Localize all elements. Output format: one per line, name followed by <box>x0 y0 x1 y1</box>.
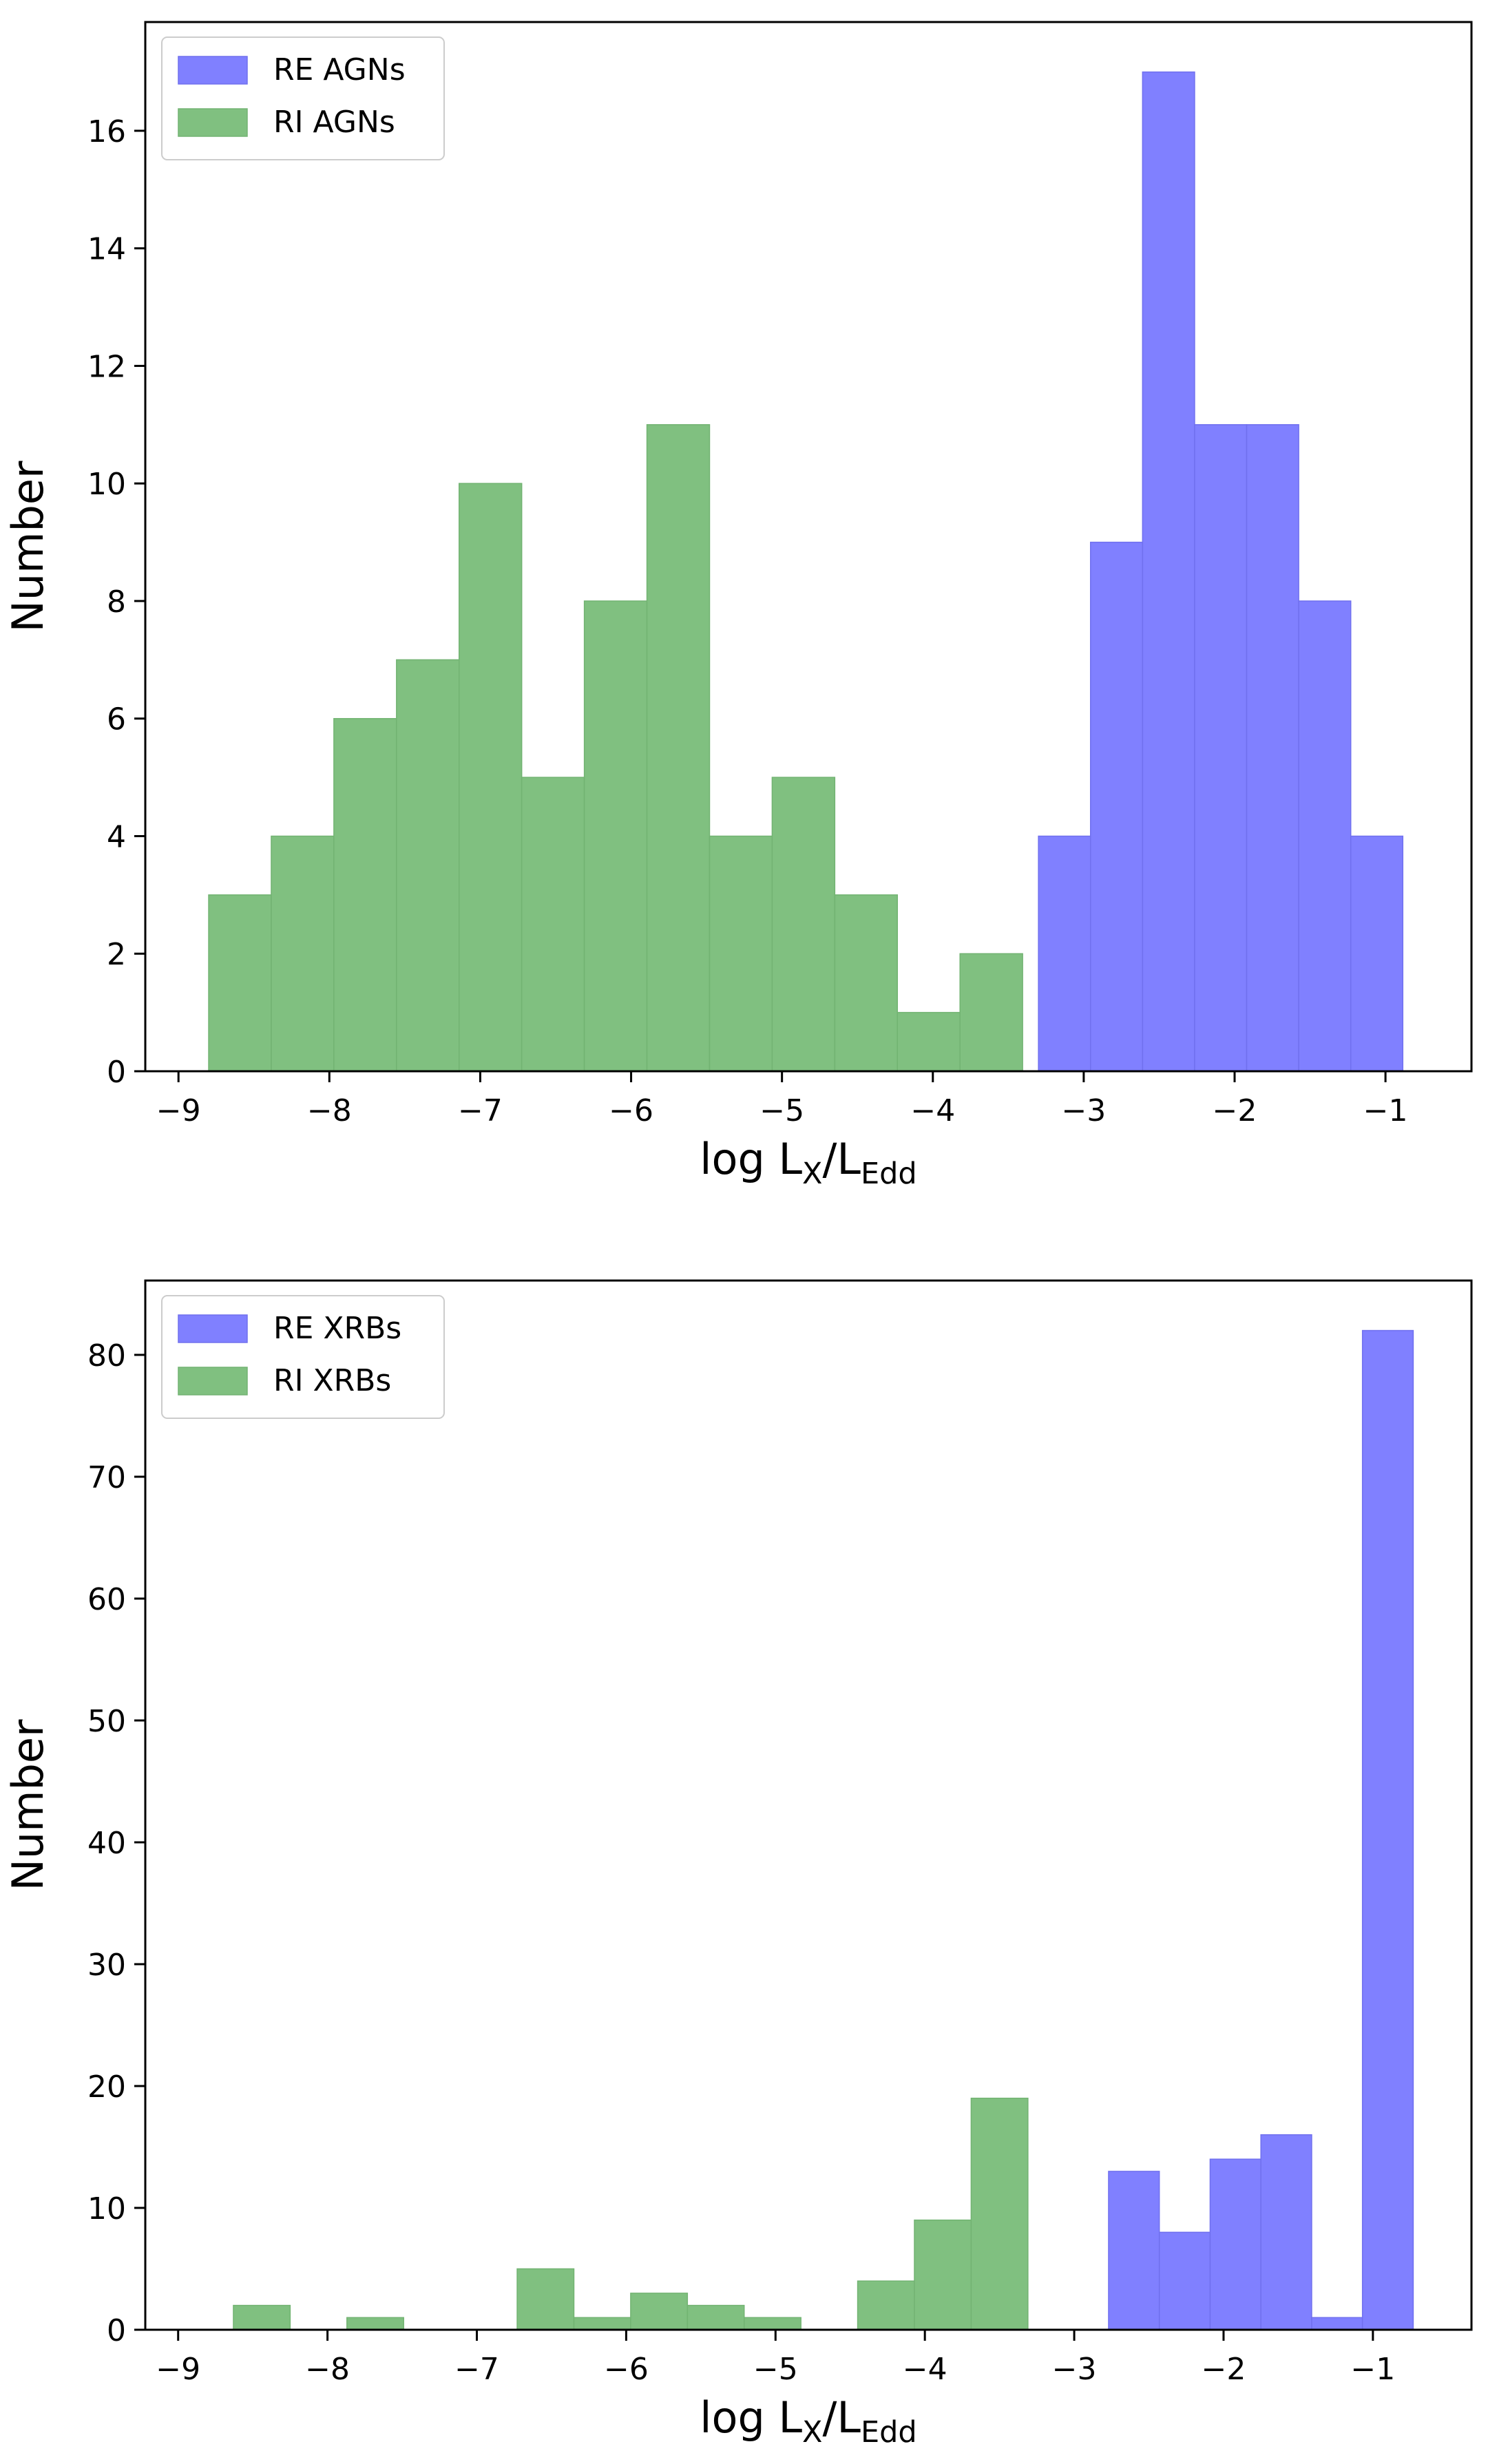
y-tick-label: 16 <box>87 114 126 149</box>
bar-re-agn <box>1194 424 1248 1072</box>
x-tick-label: −2 <box>1202 2352 1246 2387</box>
axes-frame <box>144 1279 1473 2331</box>
bar-ri-xrb <box>914 2219 972 2330</box>
y-tick-label: 12 <box>87 349 126 384</box>
legend: RE AGNs RI AGNs <box>161 36 445 160</box>
legend-label: RI AGNs <box>273 105 395 140</box>
bar-ri-agn <box>646 424 711 1072</box>
x-tick-label: −1 <box>1363 1093 1408 1128</box>
y-tick-label: 4 <box>107 819 126 854</box>
bar-re-xrb <box>1209 2158 1261 2330</box>
x-tick-label: −5 <box>753 2352 798 2387</box>
legend-swatch-ri <box>178 108 248 137</box>
bar-ri-agn <box>834 894 899 1072</box>
bar-re-xrb <box>1108 2171 1160 2330</box>
bar-ri-agn <box>709 835 773 1072</box>
bar-ri-agn <box>959 953 1023 1072</box>
histogram-agn-panel: −9 −8 −7 −6 −5 −4 −3 −2 −1 0 2 4 6 8 10 12 14 16 log LX/LE… <box>3 21 1473 1191</box>
bar-re-agn <box>1142 71 1195 1072</box>
x-tick-label: −9 <box>156 2352 200 2387</box>
y-axis-label: Number <box>3 1719 53 1891</box>
x-tick-label: −6 <box>609 1093 653 1128</box>
x-tick-label: −7 <box>454 2352 499 2387</box>
y-tick-label: 0 <box>107 2313 126 2348</box>
legend-swatch-re <box>178 1314 248 1343</box>
bar-ri-agn <box>583 600 648 1072</box>
bar-re-agn <box>1038 835 1091 1072</box>
series-xrb-re <box>1108 1329 1414 2330</box>
x-tick-label: −5 <box>759 1093 804 1128</box>
bar-ri-xrb <box>516 2268 575 2330</box>
bar-ri-xrb <box>573 2317 631 2330</box>
x-tick-label: −2 <box>1213 1093 1257 1128</box>
bar-re-xrb <box>1260 2134 1312 2330</box>
bar-re-xrb <box>1158 2231 1211 2330</box>
y-tick-label: 20 <box>87 2070 126 2105</box>
bar-re-agn <box>1246 424 1299 1072</box>
bar-ri-xrb <box>857 2280 915 2330</box>
x-tick-label: −6 <box>604 2352 649 2387</box>
y-tick-label: 30 <box>87 1948 126 1983</box>
x-tick-label: −8 <box>305 2352 350 2387</box>
bar-ri-xrb <box>346 2317 404 2330</box>
x-tick-label: −3 <box>1052 2352 1097 2387</box>
y-tick-label: 8 <box>107 585 126 620</box>
bar-ri-xrb <box>233 2304 291 2330</box>
bar-re-agn <box>1089 541 1144 1072</box>
x-tick-label: −1 <box>1350 2352 1395 2387</box>
legend-label: RE AGNs <box>273 52 406 87</box>
bar-ri-agn <box>271 835 335 1072</box>
y-tick-label: 70 <box>87 1460 126 1495</box>
y-tick-label: 10 <box>87 2191 126 2226</box>
series-agn-re <box>1038 71 1404 1072</box>
y-tick-label: 60 <box>87 1582 126 1617</box>
bar-re-agn <box>1350 835 1404 1072</box>
bar-ri-agn <box>208 894 272 1072</box>
legend: RE XRBs RI XRBs <box>161 1295 445 1419</box>
bar-ri-agn <box>521 777 585 1072</box>
x-tick-label: −7 <box>458 1093 503 1128</box>
axes-frame <box>144 21 1473 1073</box>
legend-swatch-ri <box>178 1367 248 1396</box>
histogram-xrb-panel: −9 −8 −7 −6 −5 −4 −3 −2 −1 0 10 20 30 40 50 60 70 80 log L… <box>3 1279 1473 2450</box>
x-tick-label: −3 <box>1061 1093 1106 1128</box>
bar-ri-agn <box>771 777 836 1072</box>
x-tick-label: −8 <box>307 1093 352 1128</box>
y-tick-label: 14 <box>87 232 126 267</box>
y-axis-label: Number <box>3 461 53 633</box>
bar-ri-agn <box>897 1011 961 1072</box>
bar-re-xrb <box>1311 2317 1363 2330</box>
bar-re-xrb <box>1361 1329 1414 2330</box>
y-tick-label: 6 <box>107 702 126 737</box>
bar-ri-agn <box>396 659 460 1072</box>
legend-label: RI XRBs <box>273 1363 391 1398</box>
series-agn-ri <box>208 424 1023 1072</box>
bar-ri-xrb <box>970 2097 1029 2330</box>
y-tick-label: 10 <box>87 467 126 502</box>
y-tick-label: 50 <box>87 1704 126 1739</box>
bar-re-agn <box>1298 600 1352 1072</box>
x-axis-label: log LX/LEdd <box>700 2392 916 2450</box>
y-tick-label: 0 <box>107 1055 126 1090</box>
legend-label: RE XRBs <box>273 1311 401 1346</box>
bar-ri-xrb <box>743 2317 801 2330</box>
y-tick-label: 40 <box>87 1826 126 1861</box>
x-tick-label: −4 <box>910 1093 955 1128</box>
legend-swatch-re <box>178 56 248 85</box>
y-tick-label: 2 <box>107 937 126 972</box>
bar-ri-agn <box>333 717 397 1072</box>
x-axis-label: log LX/LEdd <box>700 1134 916 1191</box>
y-tick-label: 80 <box>87 1338 126 1373</box>
bar-ri-xrb <box>687 2304 745 2330</box>
bar-ri-agn <box>459 483 523 1072</box>
x-tick-label: −4 <box>903 2352 947 2387</box>
bar-ri-xrb <box>630 2293 689 2330</box>
x-tick-label: −9 <box>156 1093 201 1128</box>
